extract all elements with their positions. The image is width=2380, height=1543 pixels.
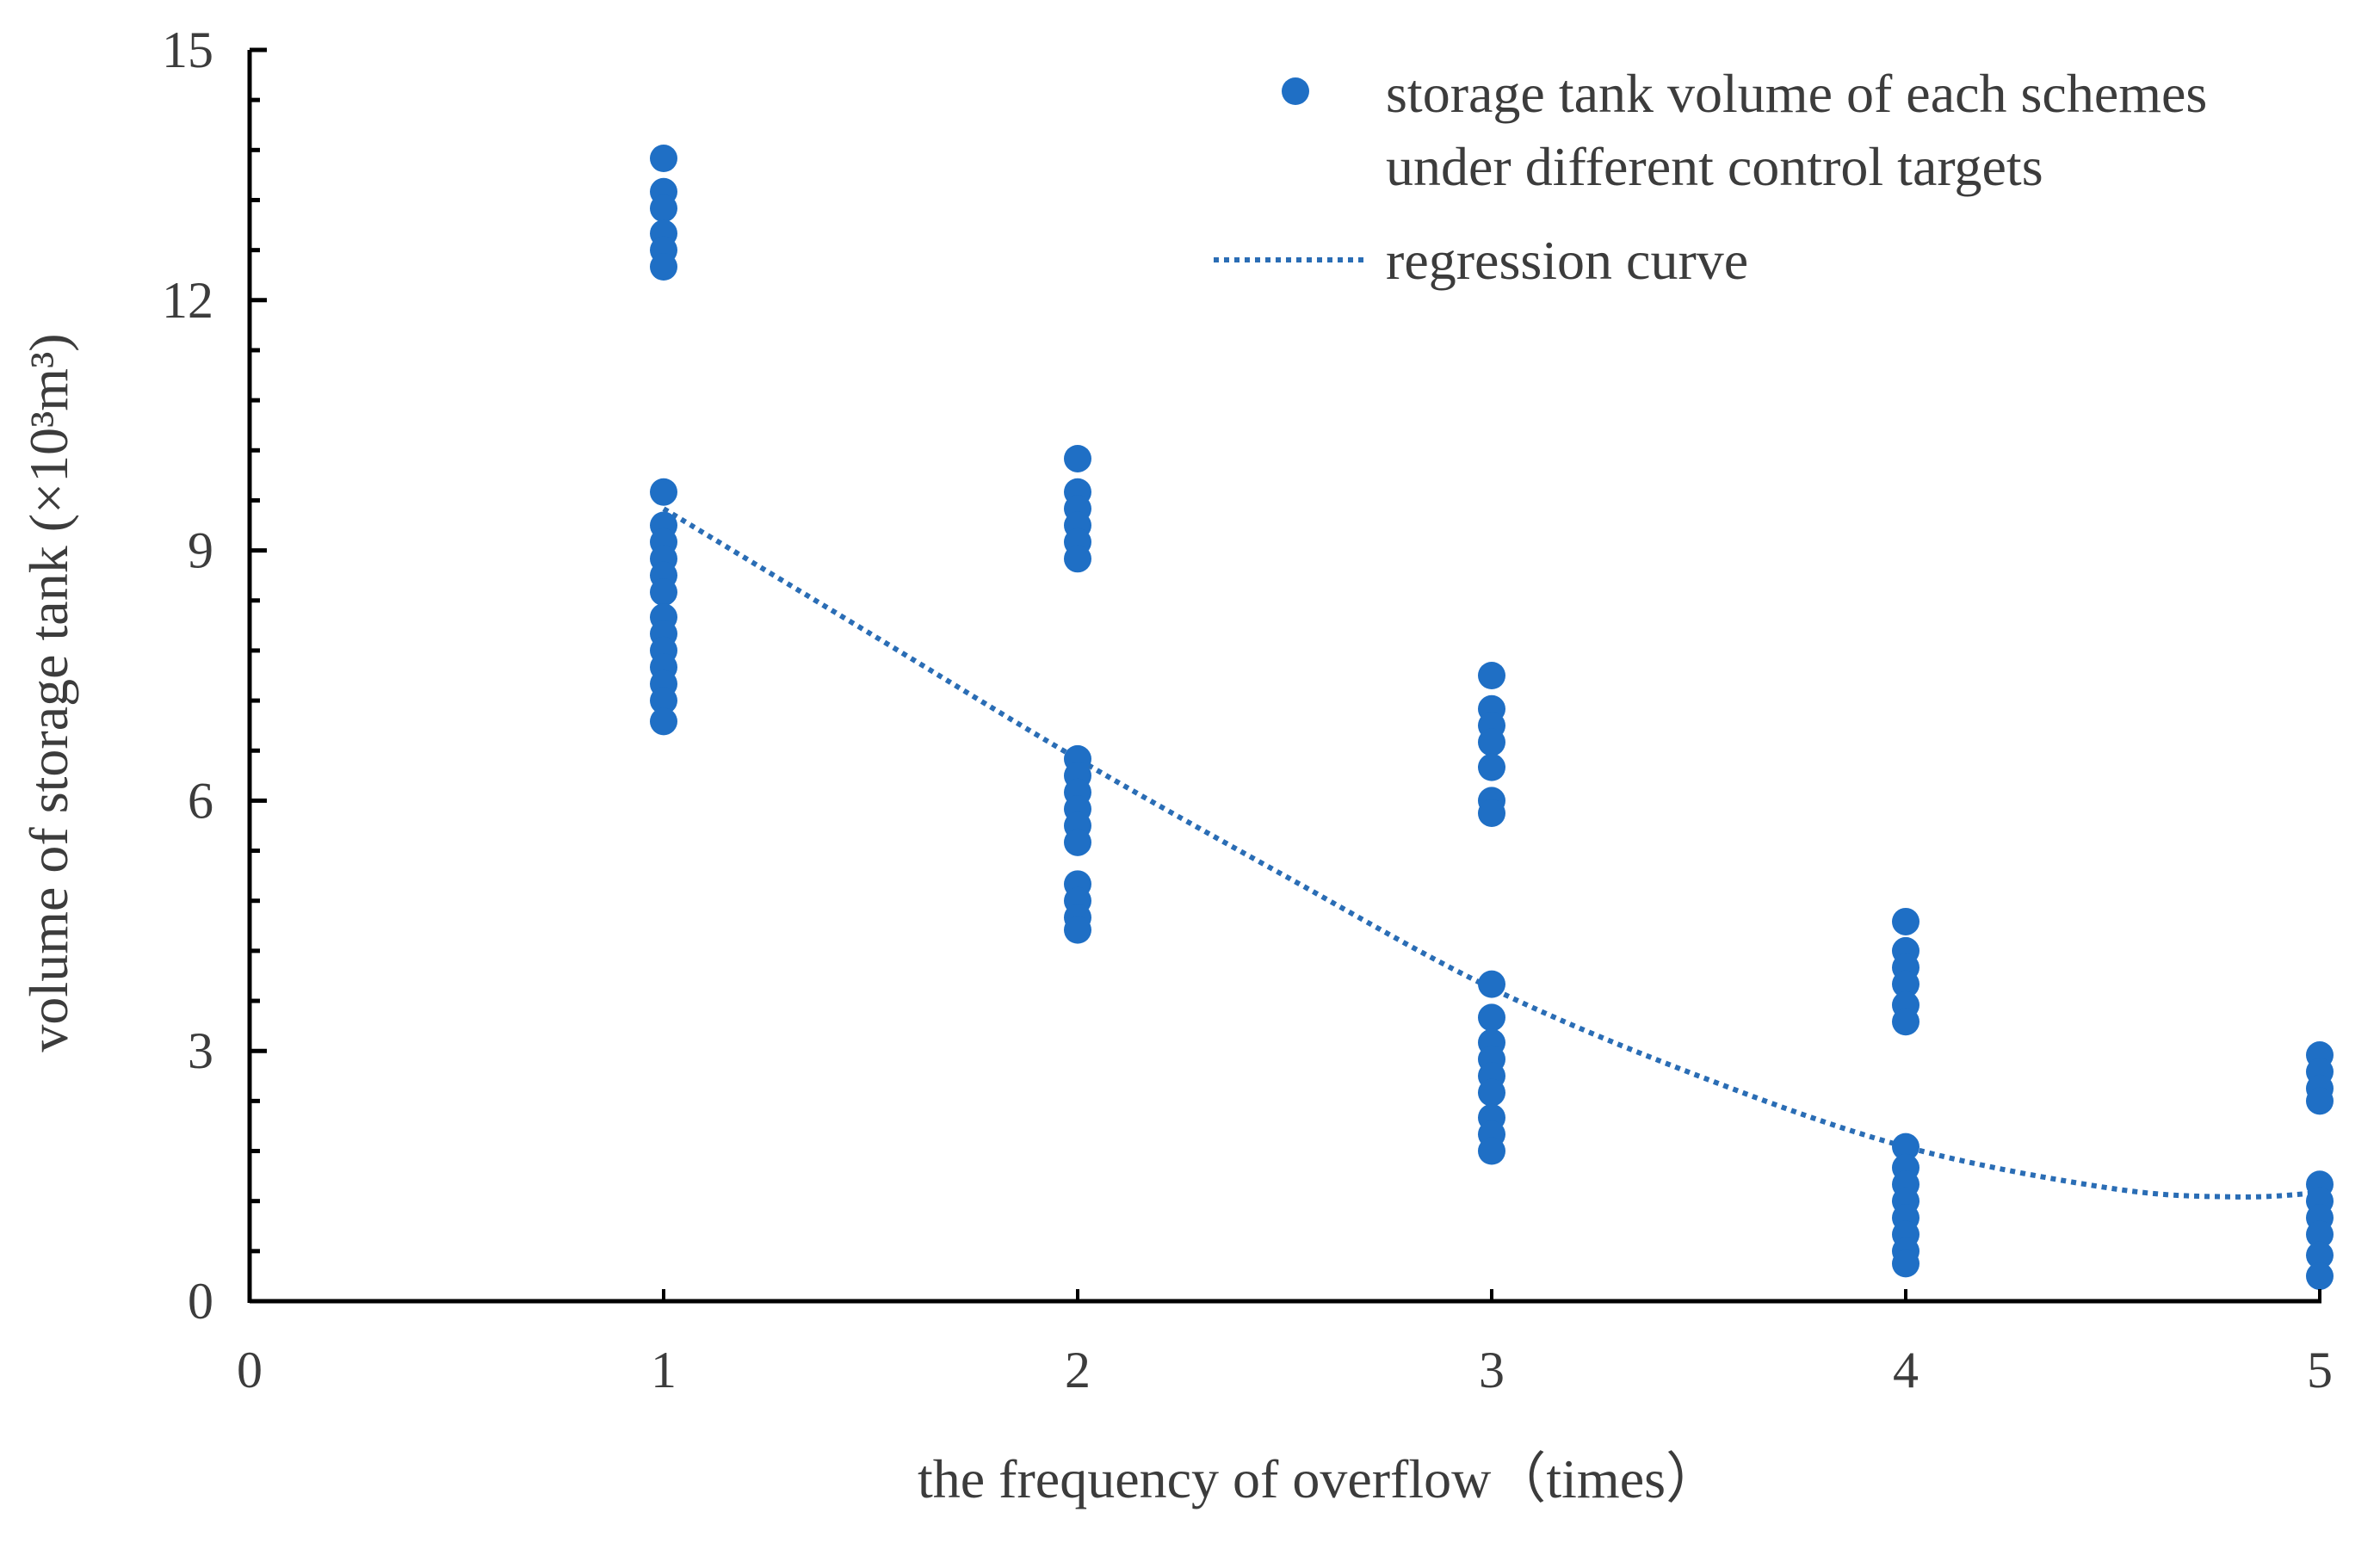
scatter-point (1892, 1133, 1919, 1161)
legend-marker-points (1282, 77, 1309, 105)
x-axis-title: the frequency of overflow（times） (918, 1448, 1721, 1509)
y-axis-title: volume of storage tank (×10³m³) (18, 333, 79, 1052)
scatter-points-group (650, 145, 2334, 1290)
scatter-point (1892, 1250, 1919, 1278)
scatter-point (2306, 1087, 2334, 1115)
x-tick-label: 2 (1065, 1342, 1091, 1398)
scatter-point (1064, 828, 1091, 856)
x-tick-label: 3 (1479, 1342, 1505, 1398)
axes-group (247, 50, 2321, 1304)
x-tick-label: 1 (651, 1342, 677, 1398)
x-tick-label: 5 (2307, 1342, 2333, 1398)
ticks-group (250, 47, 2321, 1304)
regression-curve-group (662, 506, 2321, 1200)
scatter-point (650, 253, 677, 281)
scatter-point (650, 578, 677, 607)
scatter-point (1064, 444, 1091, 472)
scatter-point (2306, 1262, 2334, 1290)
scatter-point (1478, 970, 1505, 998)
scatter-point (650, 687, 677, 715)
y-tick-label: 6 (188, 772, 213, 829)
y-tick-label: 3 (188, 1022, 213, 1079)
scatter-point (1478, 1137, 1505, 1165)
legend-label-points-line2: under different control targets (1386, 136, 2043, 197)
scatter-point (1064, 545, 1091, 573)
legend-label-curve: regression curve (1386, 230, 1748, 291)
scatter-point (2306, 1241, 2334, 1269)
scatter-point (1892, 1008, 1919, 1036)
regression-curve-line (662, 506, 2321, 1200)
legend-label-points-line1: storage tank volume of each schemes (1386, 63, 2207, 124)
scatter-point (650, 194, 677, 223)
scatter-point (1478, 799, 1505, 827)
scatter-point (1478, 728, 1505, 756)
scatter-point (1892, 970, 1919, 998)
scatter-point (650, 145, 677, 173)
scatter-point (1478, 753, 1505, 781)
x-tick-label: 4 (1893, 1342, 1919, 1398)
scatter-point (2306, 1220, 2334, 1249)
scatter-point (1064, 916, 1091, 944)
scatter-point (1478, 1078, 1505, 1107)
y-tick-label: 0 (188, 1273, 213, 1330)
y-tick-label: 9 (188, 522, 213, 579)
scatter-point (1478, 662, 1505, 689)
scatter-point (650, 707, 677, 736)
x-tick-label: 0 (237, 1342, 263, 1398)
scatter-point (650, 478, 677, 506)
scatter-point (1478, 1003, 1505, 1032)
legend: storage tank volume of each schemes unde… (1214, 63, 2207, 291)
scatter-point (1892, 907, 1919, 935)
y-tick-label: 12 (162, 272, 213, 329)
y-tick-label: 15 (162, 22, 213, 78)
